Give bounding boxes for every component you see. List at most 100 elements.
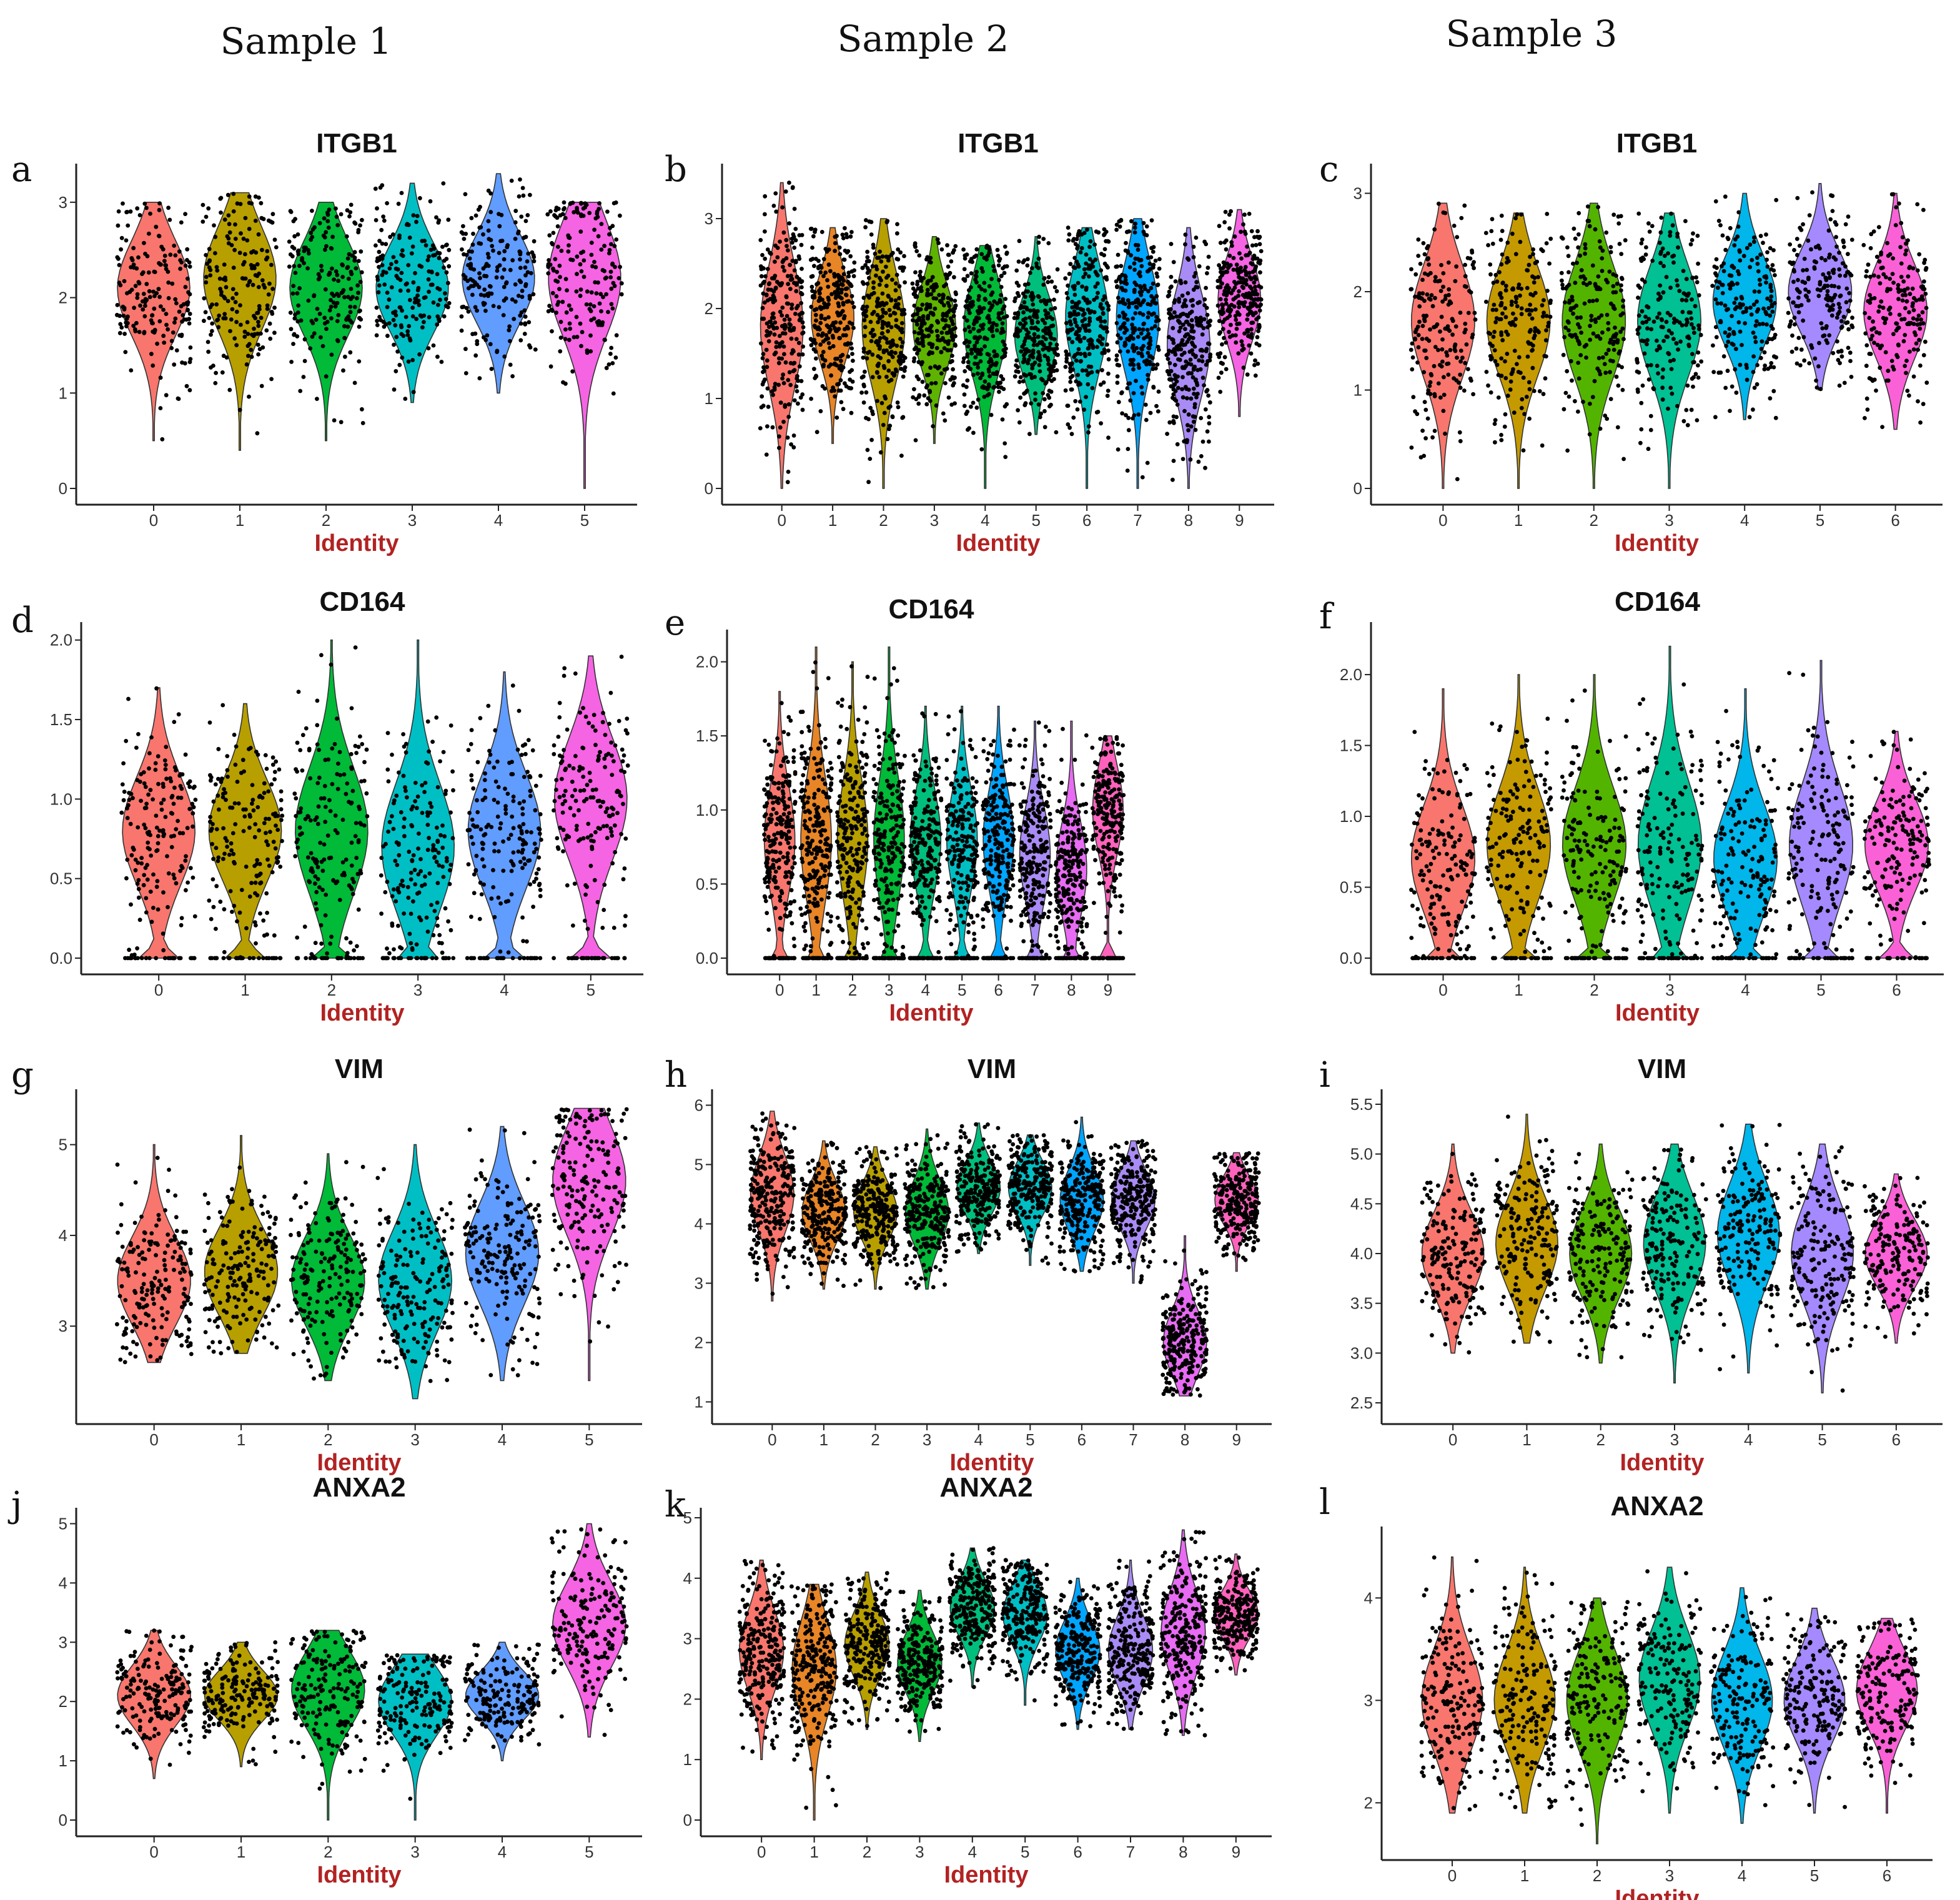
data-point (1148, 410, 1153, 415)
data-point (521, 193, 526, 198)
data-point (764, 347, 769, 352)
data-point (826, 297, 831, 302)
data-point (1220, 281, 1224, 286)
data-point (1671, 337, 1676, 342)
data-point (868, 457, 873, 461)
data-point (221, 316, 226, 320)
y-tick-label: 1 (705, 389, 713, 408)
data-point (295, 319, 300, 324)
data-point (610, 261, 615, 266)
data-point (829, 373, 833, 378)
data-point (488, 342, 493, 347)
data-point (781, 381, 786, 385)
data-point (886, 369, 891, 373)
data-point (532, 255, 537, 259)
data-point (468, 277, 473, 282)
data-point (1436, 348, 1440, 352)
data-point (875, 370, 879, 375)
data-point (841, 365, 846, 370)
data-point (350, 253, 354, 258)
data-point (898, 361, 903, 366)
data-point (826, 315, 831, 320)
data-point (1503, 288, 1508, 293)
data-point (518, 321, 523, 326)
data-point (1668, 385, 1673, 390)
data-point (1755, 382, 1760, 387)
data-point (1169, 284, 1174, 289)
data-point (796, 352, 801, 357)
data-point (888, 423, 893, 428)
data-point (867, 219, 872, 224)
data-point (149, 318, 154, 323)
y-tick-label: 0 (1354, 479, 1362, 498)
data-point (379, 227, 384, 232)
data-point (765, 329, 770, 334)
data-point (547, 258, 551, 262)
data-point (1741, 310, 1746, 315)
data-point (1052, 297, 1056, 302)
data-point (1169, 242, 1174, 246)
data-point (867, 350, 872, 354)
data-point (1734, 390, 1739, 395)
data-point (818, 320, 823, 325)
data-point (1640, 309, 1645, 314)
data-point (239, 322, 243, 327)
data-point (1252, 363, 1257, 367)
data-point (242, 334, 247, 339)
data-point (997, 390, 1001, 394)
data-point (1120, 411, 1124, 416)
data-point (1207, 415, 1212, 420)
data-point (1713, 199, 1718, 204)
data-point (1493, 440, 1497, 445)
data-point (439, 360, 444, 364)
data-point (1499, 262, 1504, 267)
data-point (1617, 242, 1622, 246)
data-point (489, 367, 494, 371)
data-point (329, 352, 334, 357)
data-point (1821, 272, 1826, 277)
data-point (1177, 299, 1182, 304)
data-point (1003, 297, 1008, 301)
data-point (913, 244, 918, 249)
data-point (546, 262, 551, 267)
data-point (1839, 325, 1844, 330)
data-point (1613, 290, 1618, 295)
data-point (1615, 425, 1620, 430)
data-point (1586, 219, 1591, 224)
data-point (797, 318, 802, 323)
data-point (1423, 348, 1428, 353)
data-point (1049, 279, 1054, 284)
data-point (525, 259, 530, 264)
data-point (1618, 349, 1622, 354)
data-point (1658, 240, 1662, 245)
data-point (1660, 397, 1665, 402)
data-point (1206, 341, 1211, 346)
data-point (902, 307, 906, 312)
data-point (762, 300, 767, 305)
data-point (182, 317, 187, 322)
data-point (848, 370, 852, 374)
data-point (1620, 275, 1624, 280)
data-point (889, 377, 894, 382)
data-point (1753, 323, 1758, 328)
data-point (813, 349, 818, 354)
data-point (760, 356, 765, 360)
data-point (1239, 339, 1244, 344)
data-point (1596, 285, 1601, 290)
data-point (1036, 320, 1040, 325)
data-point (988, 364, 993, 369)
data-point (374, 305, 379, 310)
data-point (1500, 338, 1505, 343)
data-point (987, 392, 991, 397)
data-point (1133, 311, 1138, 315)
data-point (255, 431, 260, 436)
data-point (981, 326, 985, 331)
data-point (588, 333, 593, 338)
data-point (471, 284, 476, 289)
data-point (115, 303, 120, 307)
data-point (1139, 385, 1144, 390)
data-point (925, 383, 929, 388)
data-point (769, 287, 774, 292)
data-point (204, 214, 209, 219)
data-point (865, 255, 870, 260)
